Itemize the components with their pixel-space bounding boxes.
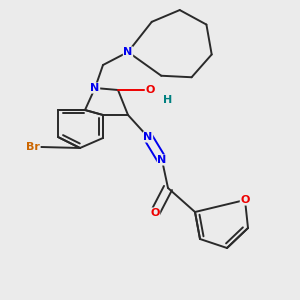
Text: H: H (164, 95, 172, 105)
Text: Br: Br (26, 142, 40, 152)
Text: N: N (158, 155, 166, 165)
Text: N: N (123, 47, 133, 57)
Text: O: O (150, 208, 160, 218)
Text: O: O (145, 85, 155, 95)
Text: O: O (240, 195, 250, 205)
Text: N: N (90, 83, 100, 93)
Text: N: N (143, 132, 153, 142)
